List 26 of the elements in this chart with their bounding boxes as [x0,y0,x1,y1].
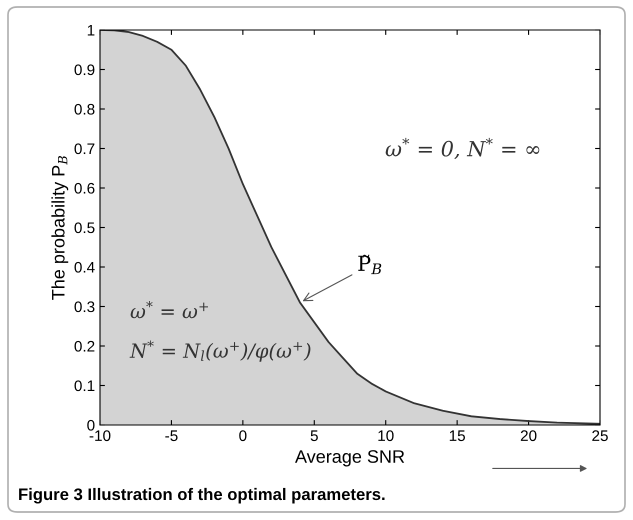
x-tick-label: 15 [450,430,465,442]
y-axis-title: The probability P$_{B}$ [51,156,68,300]
annotation: P̃$_{B}$ [358,254,382,274]
y-tick-label: 0.9 [74,64,94,76]
caption: Figure 3 Illustration of the optimal parameters. [19,488,385,504]
x-tick-label: 0 [239,430,247,442]
y-tick-label: 0.3 [74,301,94,312]
x-tick-label: 5 [310,430,318,442]
y-tick-label: 1 [88,25,94,36]
annotation: ω$^{*}$ = ω$^{+}$ [130,301,208,318]
y-tick-label: 0.8 [74,104,94,115]
annotation: ω$^{*}$ = 0, N$^{*}$ = ∞ [386,138,540,160]
x-tick-label: -10 [90,430,110,442]
y-tick-label: 0.6 [74,182,94,194]
x-tick-label: 10 [378,430,394,442]
text: N$^{*}$ = N$_{l}$(ω$^{+}$)/φ(ω$^{+}$) [130,340,310,362]
x-tick-label: 20 [520,430,536,442]
y-tick-label: 0.1 [74,380,94,392]
y-tick-label: 0.4 [74,262,95,273]
y-tick-label: 0.7 [74,143,94,154]
y-tick-label: 0.2 [74,340,94,352]
x-tick-label: 25 [592,430,608,442]
y-tick-label: 0 [87,420,95,431]
y-tick-label: 0.5 [74,222,94,234]
x-tick-label: -5 [165,430,178,442]
x-axis-title: Average SNR [295,450,404,466]
